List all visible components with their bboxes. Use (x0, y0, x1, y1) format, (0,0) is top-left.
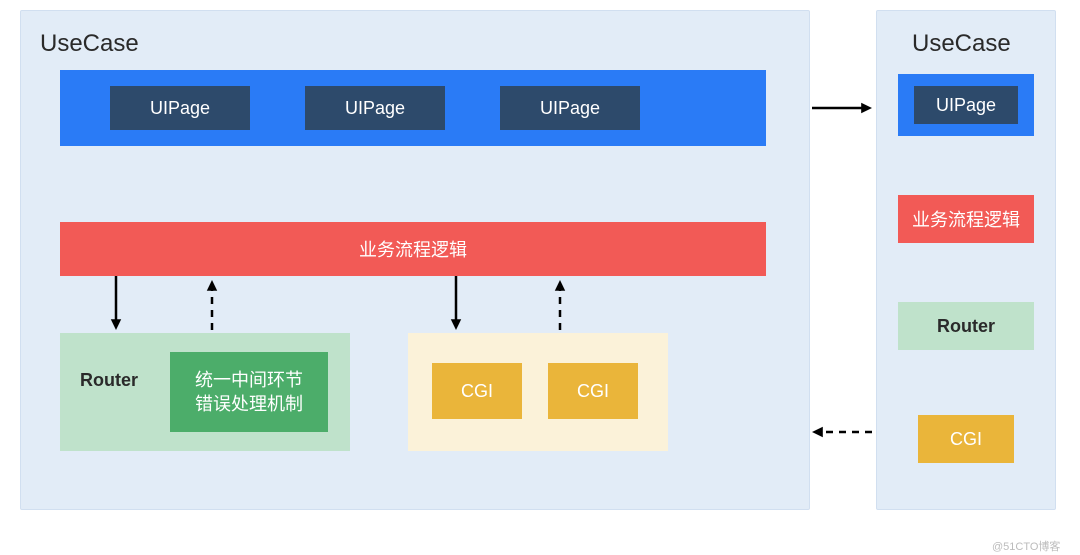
uipage-box: UIPage (110, 86, 250, 130)
logic-bar-left: 业务流程逻辑 (60, 222, 766, 276)
router-box-right: Router (898, 302, 1034, 350)
router-label: Router (80, 370, 138, 391)
cgi-box-right: CGI (918, 415, 1014, 463)
cgi-box: CGI (432, 363, 522, 419)
watermark: @51CTO博客 (992, 538, 1060, 554)
router-inner-line2: 错误处理机制 (195, 394, 303, 414)
uipage-box-right: UIPage (914, 86, 1018, 124)
usecase-title-left: UseCase (40, 30, 139, 58)
uipage-box: UIPage (305, 86, 445, 130)
logic-box-right: 业务流程逻辑 (898, 195, 1034, 243)
router-inner-box: 统一中间环节 错误处理机制 (170, 352, 328, 432)
uipage-box: UIPage (500, 86, 640, 130)
cgi-box: CGI (548, 363, 638, 419)
router-inner-line1: 统一中间环节 (195, 370, 303, 390)
usecase-title-right: UseCase (912, 30, 1011, 58)
